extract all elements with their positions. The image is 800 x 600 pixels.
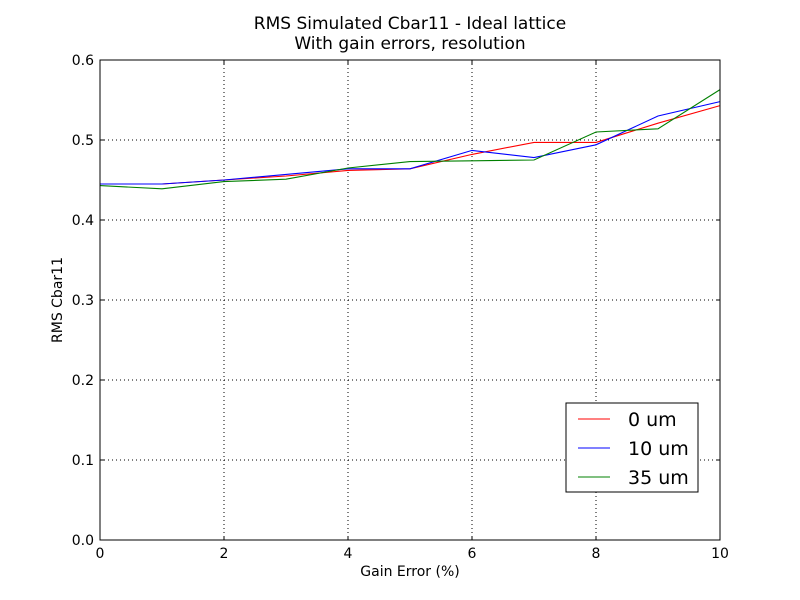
series-line-10-um <box>100 101 721 185</box>
y-tick-label: 0.3 <box>72 293 94 309</box>
series-lines <box>99 89 721 190</box>
chart-subtitle: With gain errors, resolution <box>294 34 525 54</box>
chart-title: RMS Simulated Cbar11 - Ideal lattice <box>254 14 566 34</box>
y-tick-label: 0.1 <box>72 453 94 469</box>
y-tick-labels: 0.0 0.1 0.2 0.3 0.4 0.5 0.6 <box>72 53 94 549</box>
y-tick-label: 0.0 <box>72 533 94 549</box>
y-tick-label: 0.4 <box>72 213 94 229</box>
axis-ticks <box>99 59 721 541</box>
x-tick-label: 0 <box>96 546 105 562</box>
legend: 0 um 10 um 35 um <box>565 402 699 493</box>
legend-label: 35 um <box>628 467 689 489</box>
y-tick-label: 0.2 <box>72 373 94 389</box>
legend-label: 0 um <box>628 409 677 431</box>
x-axis-label: Gain Error (%) <box>360 564 459 580</box>
x-tick-labels: 0 2 4 6 8 10 <box>96 546 729 562</box>
y-axis-label: RMS Cbar11 <box>50 257 66 343</box>
y-tick-label: 0.6 <box>72 53 94 69</box>
legend-label: 10 um <box>628 438 689 460</box>
x-tick-label: 6 <box>468 546 477 562</box>
y-tick-label: 0.5 <box>72 133 94 149</box>
x-tick-label: 10 <box>711 546 729 562</box>
series-line-35-um <box>99 89 721 190</box>
x-tick-label: 8 <box>592 546 601 562</box>
x-tick-label: 4 <box>344 546 353 562</box>
x-tick-label: 2 <box>220 546 229 562</box>
